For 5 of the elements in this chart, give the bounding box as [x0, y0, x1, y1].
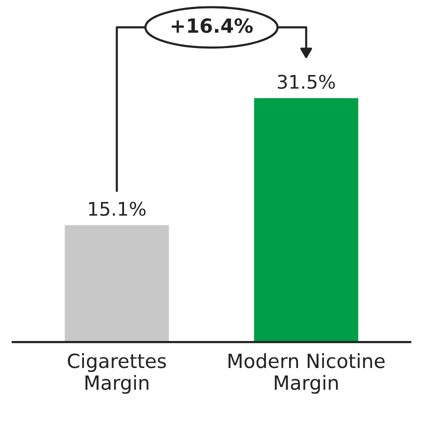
data-label: 31.5% — [278, 74, 335, 89]
x-tick-label: Modern Nicotine Margin — [228, 353, 385, 394]
data-label: 15.1% — [89, 202, 146, 216]
x-tick-label: Cigarettes Margin — [68, 353, 166, 394]
text: +16.4% — [172, 18, 253, 33]
